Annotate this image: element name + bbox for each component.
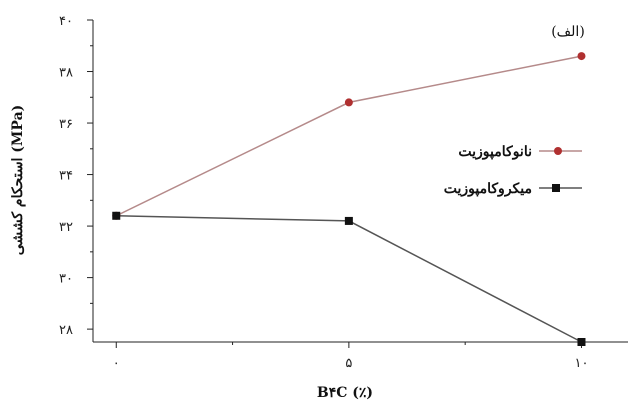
data-point [577, 52, 586, 61]
legend-item-nano: نانوکامپوزیت [458, 144, 582, 160]
data-point [344, 216, 353, 225]
y-tick-label: ۲۸ [59, 323, 73, 338]
legend-item-micro: میکروکامپوزیت [444, 181, 582, 197]
y-tick-label: ۳۴ [59, 169, 73, 184]
plot-area: ۲۸ ۳۰ ۳۲ ۳۴ ۳۶ ۳۸ ۴۰ ۰ ۵ ۱۰ [59, 14, 628, 371]
series-markers [112, 52, 586, 346]
data-point [344, 98, 353, 107]
data-point [112, 211, 121, 220]
y-tick-label: ۳۰ [59, 272, 73, 287]
y-ticks: ۲۸ ۳۰ ۳۲ ۳۴ ۳۶ ۳۸ ۴۰ [59, 14, 93, 338]
legend: نانوکامپوزیت میکروکامپوزیت [444, 144, 582, 197]
x-axis-title: B۴C (٪) [317, 385, 373, 401]
legend-label-micro: میکروکامپوزیت [444, 181, 532, 197]
legend-marker-micro [552, 184, 560, 192]
data-point [577, 338, 586, 346]
y-tick-label: ۳۶ [59, 117, 73, 132]
y-tick-label: ۴۰ [59, 14, 73, 29]
series-line-1 [116, 215, 582, 343]
legend-marker-nano [554, 147, 562, 155]
y-axis-title: استحکام کششی (MPa) [10, 105, 26, 256]
x-ticks: ۰ ۵ ۱۰ [113, 342, 588, 371]
x-tick-label: ۰ [113, 356, 120, 371]
x-tick-label: ۵ [345, 356, 352, 371]
x-tick-label: ۱۰ [574, 356, 588, 371]
panel-label: (الف) [551, 24, 585, 40]
y-tick-label: ۳۸ [59, 66, 73, 81]
y-tick-label: ۳۲ [59, 220, 73, 235]
legend-label-nano: نانوکامپوزیت [458, 144, 532, 160]
